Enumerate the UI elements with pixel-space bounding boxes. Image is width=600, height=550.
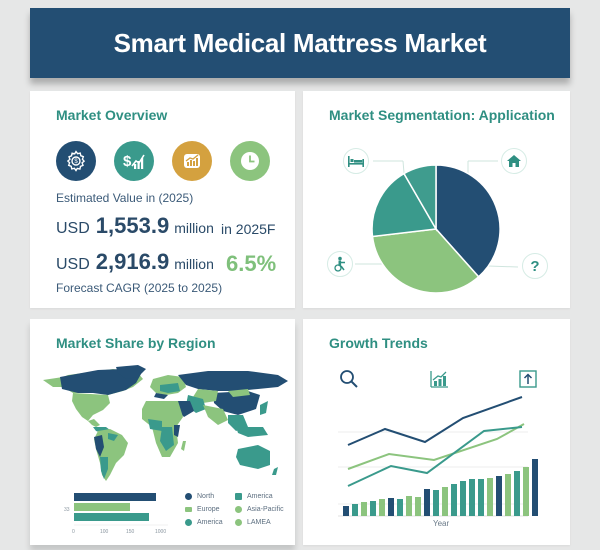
pie-slice-rehabilitation (371, 228, 480, 294)
market-segmentation-card: Market Segmentation: Application (303, 91, 570, 308)
axis-tick: 0 (72, 529, 75, 535)
page-title: Smart Medical Mattress Market (113, 27, 487, 58)
value-amount: 1,553.9 (95, 213, 170, 238)
axis-tick: 100 (100, 529, 109, 535)
bar-asia-pacific (74, 513, 149, 521)
segmentation-pie-chart (355, 160, 519, 294)
market-share-region-card: Market Share by Region (30, 319, 295, 545)
svg-text:$: $ (123, 153, 132, 170)
growth-line-green (347, 423, 525, 470)
chart-growth-icon (172, 141, 212, 181)
svg-text:$: $ (74, 159, 78, 165)
region-bar-chart (74, 493, 168, 526)
title-banner: Smart Medical Mattress Market (30, 8, 570, 78)
value-year-suffix: in 2025F (221, 221, 276, 237)
bar-north-america (74, 493, 156, 501)
cagr-value: 6.5% (226, 251, 277, 276)
legend-item: Europe (185, 504, 235, 515)
legend-item: America (185, 517, 235, 528)
axis-tick: 150 (126, 529, 135, 535)
search-icon (340, 370, 358, 388)
region-legend: North America Europe Asia-Pacific Americ… (185, 491, 295, 528)
market-overview-title: Market Overview (56, 107, 168, 123)
forecast-value: USD 2,916.9 million (56, 249, 214, 275)
growth-trends-card: Growth Trends (303, 319, 570, 545)
pie-slice-home-care (435, 164, 501, 278)
estimated-value: USD 1,553.9 million (56, 213, 214, 239)
question-icon: ? (522, 253, 548, 279)
legend-item: North (185, 491, 235, 502)
legend-item: LAMEA (235, 517, 295, 528)
gear-dollar-icon: $ (56, 141, 96, 181)
growth-chart (338, 396, 538, 517)
overview-icons: $ $ (56, 141, 270, 181)
upload-icon (519, 370, 537, 388)
estimated-value-label: Estimated Value in (2025) (56, 191, 194, 205)
pie-slice-hospital (371, 172, 438, 238)
legend-item: Asia-Pacific (235, 504, 295, 515)
growth-line-navy (347, 396, 523, 446)
home-icon (501, 148, 527, 174)
pie-slice-other (402, 164, 437, 232)
axis-tick: 1000 (155, 529, 167, 535)
x-axis-label: Year (433, 519, 450, 528)
dollar-growth-icon: $ (114, 141, 154, 181)
segmentation-title: Market Segmentation: Application (329, 107, 555, 123)
value-unit: million (174, 220, 214, 236)
world-map (43, 365, 288, 481)
region-title: Market Share by Region (56, 335, 216, 351)
growth-bars (343, 459, 538, 516)
forecast-cagr-label: Forecast CAGR (2025 to 2025) (56, 281, 223, 295)
market-overview-card: Market Overview $ $ (30, 91, 295, 308)
wheelchair-icon (327, 251, 353, 277)
value-amount: 2,916.9 (95, 249, 170, 274)
clock-icon (230, 141, 270, 181)
growth-title: Growth Trends (329, 335, 428, 351)
growth-line-teal (347, 426, 523, 487)
bar-y-label: 33 (64, 507, 70, 513)
bar-europe (74, 503, 130, 511)
value-unit: million (174, 256, 214, 272)
bed-icon (343, 148, 369, 174)
currency-label: USD (56, 256, 90, 273)
bar-chart-icon (430, 371, 448, 388)
legend-item: America (235, 491, 295, 502)
currency-label: USD (56, 220, 90, 237)
pie-slices (371, 164, 501, 294)
